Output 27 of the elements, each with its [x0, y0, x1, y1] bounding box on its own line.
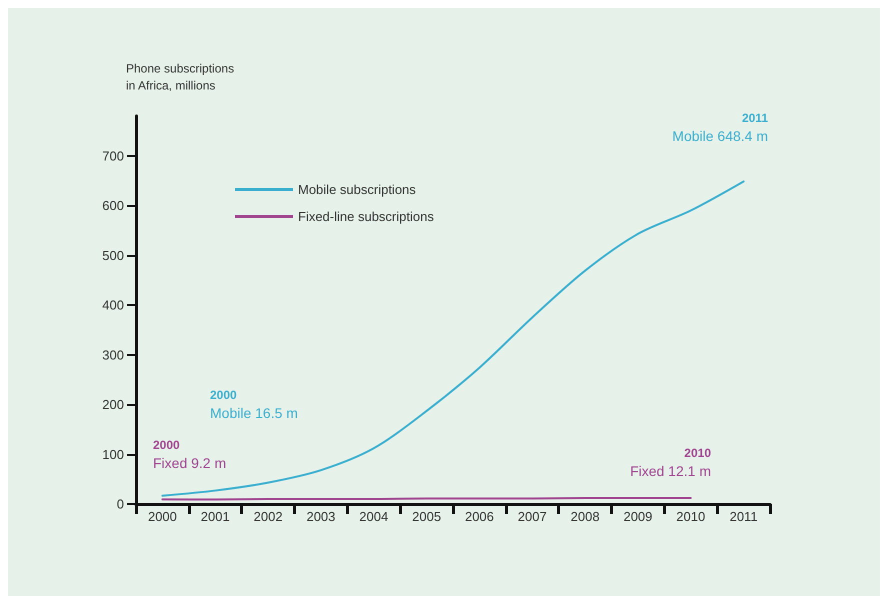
y-tick-label: 500 — [102, 248, 124, 263]
y-tick-label: 200 — [102, 397, 124, 412]
x-tick-label: 2009 — [623, 509, 652, 524]
legend-label: Mobile subscriptions — [298, 182, 416, 197]
x-tick-label: 2000 — [148, 509, 177, 524]
x-tick-label: 2002 — [254, 509, 283, 524]
x-tick-label: 2011 — [730, 509, 758, 524]
y-tick-label: 700 — [102, 148, 124, 164]
x-tick-label: 2007 — [518, 509, 547, 524]
y-tick-label: 300 — [102, 347, 124, 362]
y-tick-label: 600 — [102, 198, 124, 214]
x-tick-label: 2010 — [676, 509, 706, 524]
x-tick-label: 2005 — [412, 509, 442, 524]
x-tick-label: 2008 — [570, 509, 600, 524]
x-tick-label: 2003 — [306, 509, 336, 524]
x-tick-label: 2004 — [359, 509, 388, 524]
annotation: 2010 Fixed 12.1 m — [630, 446, 712, 479]
annotation: 2000 Fixed 9.2 m — [153, 438, 226, 471]
legend-label: Fixed-line subscriptions — [298, 209, 434, 224]
y-tick-label: 0 — [116, 496, 124, 512]
x-tick-label: 2006 — [464, 509, 494, 524]
y-tick-label: 400 — [102, 298, 124, 313]
annotation: 2000 Mobile 16.5 m — [210, 388, 298, 421]
annotation: 2011 Mobile 648.4 m — [672, 111, 768, 144]
y-tick-label: 100 — [102, 446, 124, 462]
x-tick-label: 2001 — [200, 509, 230, 524]
y-axis-title: Phone subscriptions in Africa, millions — [126, 62, 234, 92]
